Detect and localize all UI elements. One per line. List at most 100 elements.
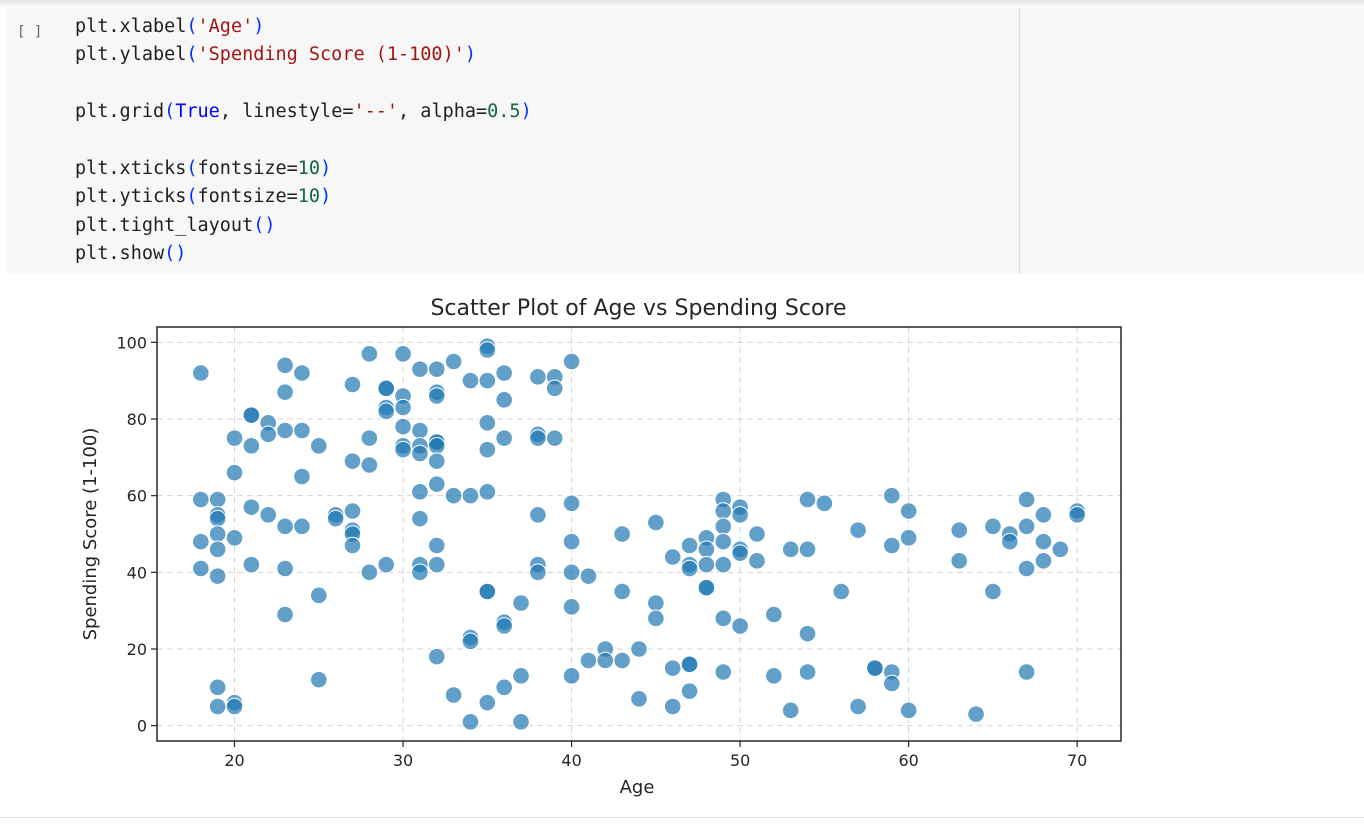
data-point: [309, 586, 328, 605]
code-token: 10: [297, 186, 321, 208]
data-point: [343, 375, 362, 394]
data-point: [495, 617, 513, 635]
data-point: [798, 540, 817, 559]
data-point: [259, 425, 278, 444]
data-point: [208, 678, 227, 697]
code-editor[interactable]: plt.xlabel('Age') plt.ylabel('Spending Sc…: [75, 13, 532, 269]
code-line: plt.yticks(fontsize=10): [75, 183, 532, 211]
data-point: [680, 559, 699, 578]
data-point: [427, 452, 446, 470]
y-tick-label: 60: [127, 487, 147, 506]
data-point: [394, 440, 412, 459]
code-token: , alpha=: [398, 101, 488, 123]
data-point: [360, 429, 379, 447]
data-point: [326, 509, 345, 528]
code-token: ): [464, 44, 476, 66]
data-point: [444, 686, 463, 704]
data-point: [1000, 532, 1019, 551]
data-point: [293, 467, 311, 486]
data-point: [647, 513, 665, 532]
data-point: [192, 532, 210, 551]
data-point: [1051, 540, 1070, 559]
code-token: (: [186, 16, 198, 37]
data-point: [377, 555, 396, 574]
x-axis-label: Age: [620, 777, 655, 798]
data-point: [630, 640, 648, 658]
data-point: [680, 655, 699, 674]
code-token: 10: [297, 157, 321, 179]
data-point: [748, 552, 766, 570]
code-line: ​: [75, 127, 532, 155]
data-point: [343, 452, 362, 470]
data-point: [579, 651, 598, 670]
data-point: [276, 383, 294, 401]
run-cell-button[interactable]: [ ]: [17, 24, 43, 40]
data-point: [545, 379, 564, 398]
code-token: ): [520, 101, 532, 123]
data-point: [545, 429, 564, 447]
chart-title: Scatter Plot of Age vs Spending Score: [430, 296, 846, 321]
code-token: (: [186, 44, 198, 66]
code-token: , linestyle=: [219, 101, 354, 123]
data-point: [866, 659, 884, 677]
data-point: [444, 486, 463, 505]
code-line: plt.grid(True, linestyle='--', alpha=0.5…: [75, 98, 532, 126]
data-point: [411, 444, 429, 463]
data-point: [478, 582, 497, 601]
data-point: [192, 490, 210, 509]
code-token: plt.tight_layout: [75, 214, 254, 236]
data-points: [192, 337, 1086, 731]
data-point: [225, 529, 244, 547]
data-point: [781, 701, 800, 720]
data-point: [478, 341, 497, 359]
data-point: [529, 506, 547, 524]
output-bottom-rule: [0, 817, 1364, 818]
data-point: [647, 609, 665, 628]
data-point: [208, 509, 227, 528]
data-point: [411, 421, 429, 440]
data-point: [1034, 552, 1053, 570]
data-point: [1034, 506, 1053, 524]
data-point: [192, 559, 210, 578]
data-point: [562, 598, 581, 616]
data-point: [427, 647, 446, 666]
data-point: [360, 456, 379, 474]
data-point: [394, 398, 412, 417]
data-point: [309, 670, 328, 689]
code-token: 'Spending Score (1-100)': [197, 44, 465, 66]
code-token: (): [164, 243, 187, 265]
y-tick-label: 100: [116, 333, 147, 352]
data-point: [781, 540, 800, 559]
data-point: [208, 490, 227, 509]
data-point: [1017, 559, 1036, 578]
code-line: plt.tight_layout(): [75, 212, 532, 240]
data-point: [478, 483, 497, 501]
data-point: [411, 509, 429, 528]
data-point: [562, 563, 581, 582]
data-point: [208, 567, 227, 585]
data-point: [495, 364, 513, 382]
code-token: plt.ylabel: [75, 44, 187, 66]
data-point: [495, 429, 513, 447]
data-point: [529, 368, 547, 386]
data-point: [950, 521, 969, 539]
data-point: [714, 517, 733, 536]
data-point: [360, 345, 379, 363]
data-point: [242, 437, 261, 455]
data-point: [714, 532, 733, 551]
data-point: [242, 406, 261, 424]
data-point: [478, 414, 497, 432]
data-point: [984, 582, 1002, 601]
data-point: [343, 536, 362, 555]
data-point: [765, 667, 783, 685]
code-token: (): [253, 214, 276, 236]
code-token: plt.show: [75, 243, 165, 265]
data-point: [613, 582, 631, 601]
scatter-chart: Scatter Plot of Age vs Spending Score 20…: [80, 296, 1122, 798]
data-point: [680, 682, 699, 700]
code-cell[interactable]: plt.xlabel('Age') plt.ylabel('Spending Sc…: [6, 8, 1364, 274]
data-point: [293, 421, 311, 440]
data-point: [697, 578, 716, 597]
data-point: [495, 391, 513, 409]
data-point: [984, 517, 1002, 536]
